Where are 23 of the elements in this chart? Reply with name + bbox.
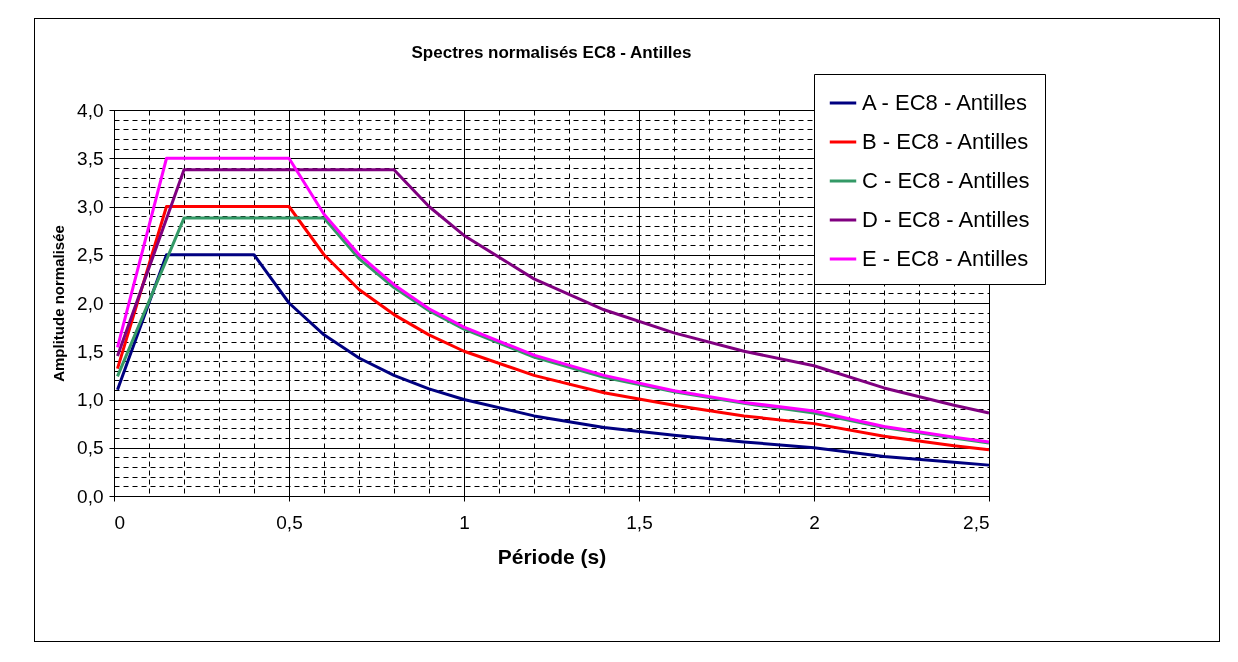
legend-label: E - EC8 - Antilles (862, 246, 1029, 271)
x-tick-label: 0,5 (276, 511, 303, 533)
y-tick-label: 3,0 (77, 196, 104, 217)
legend-label: C - EC8 - Antilles (862, 168, 1030, 193)
x-tick-label: 0 (114, 511, 126, 533)
y-tick-label: 3,5 (77, 147, 104, 169)
x-tick-label: 1,5 (626, 511, 653, 533)
x-tick-label: 2,5 (963, 511, 990, 533)
y-tick-label: 1,0 (77, 389, 104, 410)
y-tick-label: 2,5 (77, 244, 104, 266)
legend-label: B - EC8 - Antilles (862, 129, 1029, 154)
chart-title: Spectres normalisés EC8 - Antilles (411, 42, 692, 62)
legend-label: D - EC8 - Antilles (862, 207, 1030, 232)
y-tick-label: 0,0 (77, 485, 104, 507)
y-tick-label: 2,0 (77, 292, 104, 314)
y-tick-label: 1,5 (77, 340, 104, 362)
x-tick-label: 2 (809, 511, 820, 533)
y-tick-label: 0,5 (77, 437, 104, 459)
x-axis-title: Période (s) (497, 544, 607, 568)
y-axis-title: Amplitude normalisée (50, 225, 68, 382)
x-tick-label: 1 (459, 511, 470, 533)
legend-label: A - EC8 - Antilles (862, 90, 1028, 115)
y-tick-label: 4,0 (77, 99, 104, 121)
